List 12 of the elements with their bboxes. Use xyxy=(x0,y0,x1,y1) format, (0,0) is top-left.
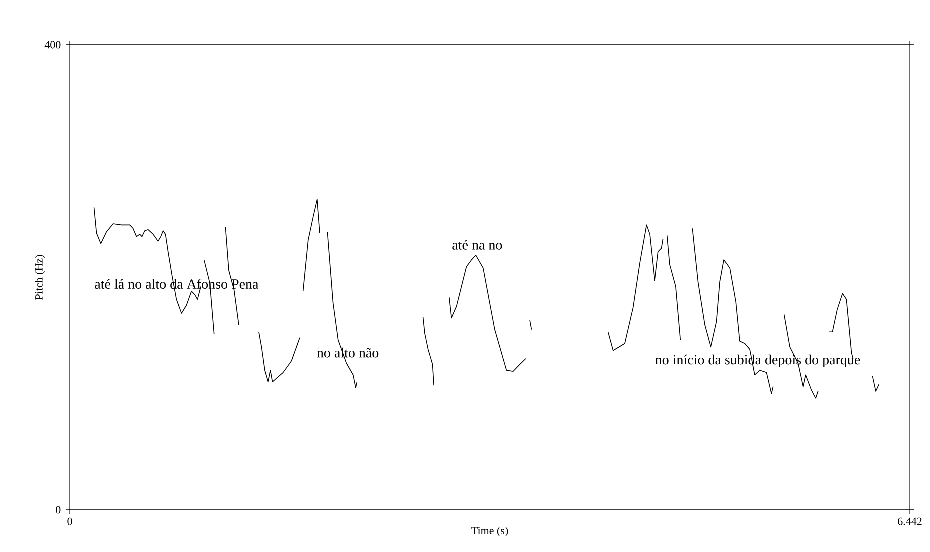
line-series xyxy=(608,224,664,352)
line-series xyxy=(422,316,434,386)
y-axis-title: Pitch (Hz) xyxy=(35,255,46,300)
line-series xyxy=(666,235,682,341)
y-tick-label: 400 xyxy=(44,41,61,49)
line-series xyxy=(302,199,320,292)
annotation: até na no xyxy=(452,240,502,250)
line-series xyxy=(258,332,300,383)
line-series xyxy=(448,254,526,372)
line-series xyxy=(828,293,854,360)
x-tick-label: 6.442 xyxy=(898,518,922,526)
x-axis-title: Time (s) xyxy=(472,526,508,537)
